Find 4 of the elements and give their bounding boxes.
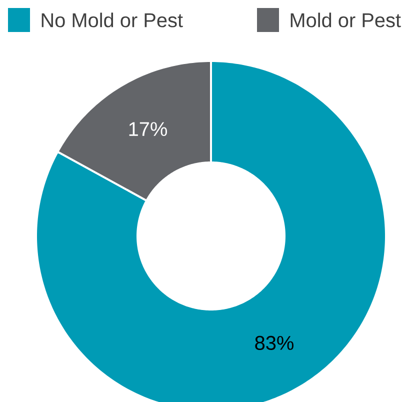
- legend-label: No Mold or Pest: [42, 12, 183, 28]
- data-label: 83%: [255, 336, 294, 350]
- legend-label: Mold or Pest: [290, 12, 401, 28]
- data-label: 17%: [129, 122, 167, 136]
